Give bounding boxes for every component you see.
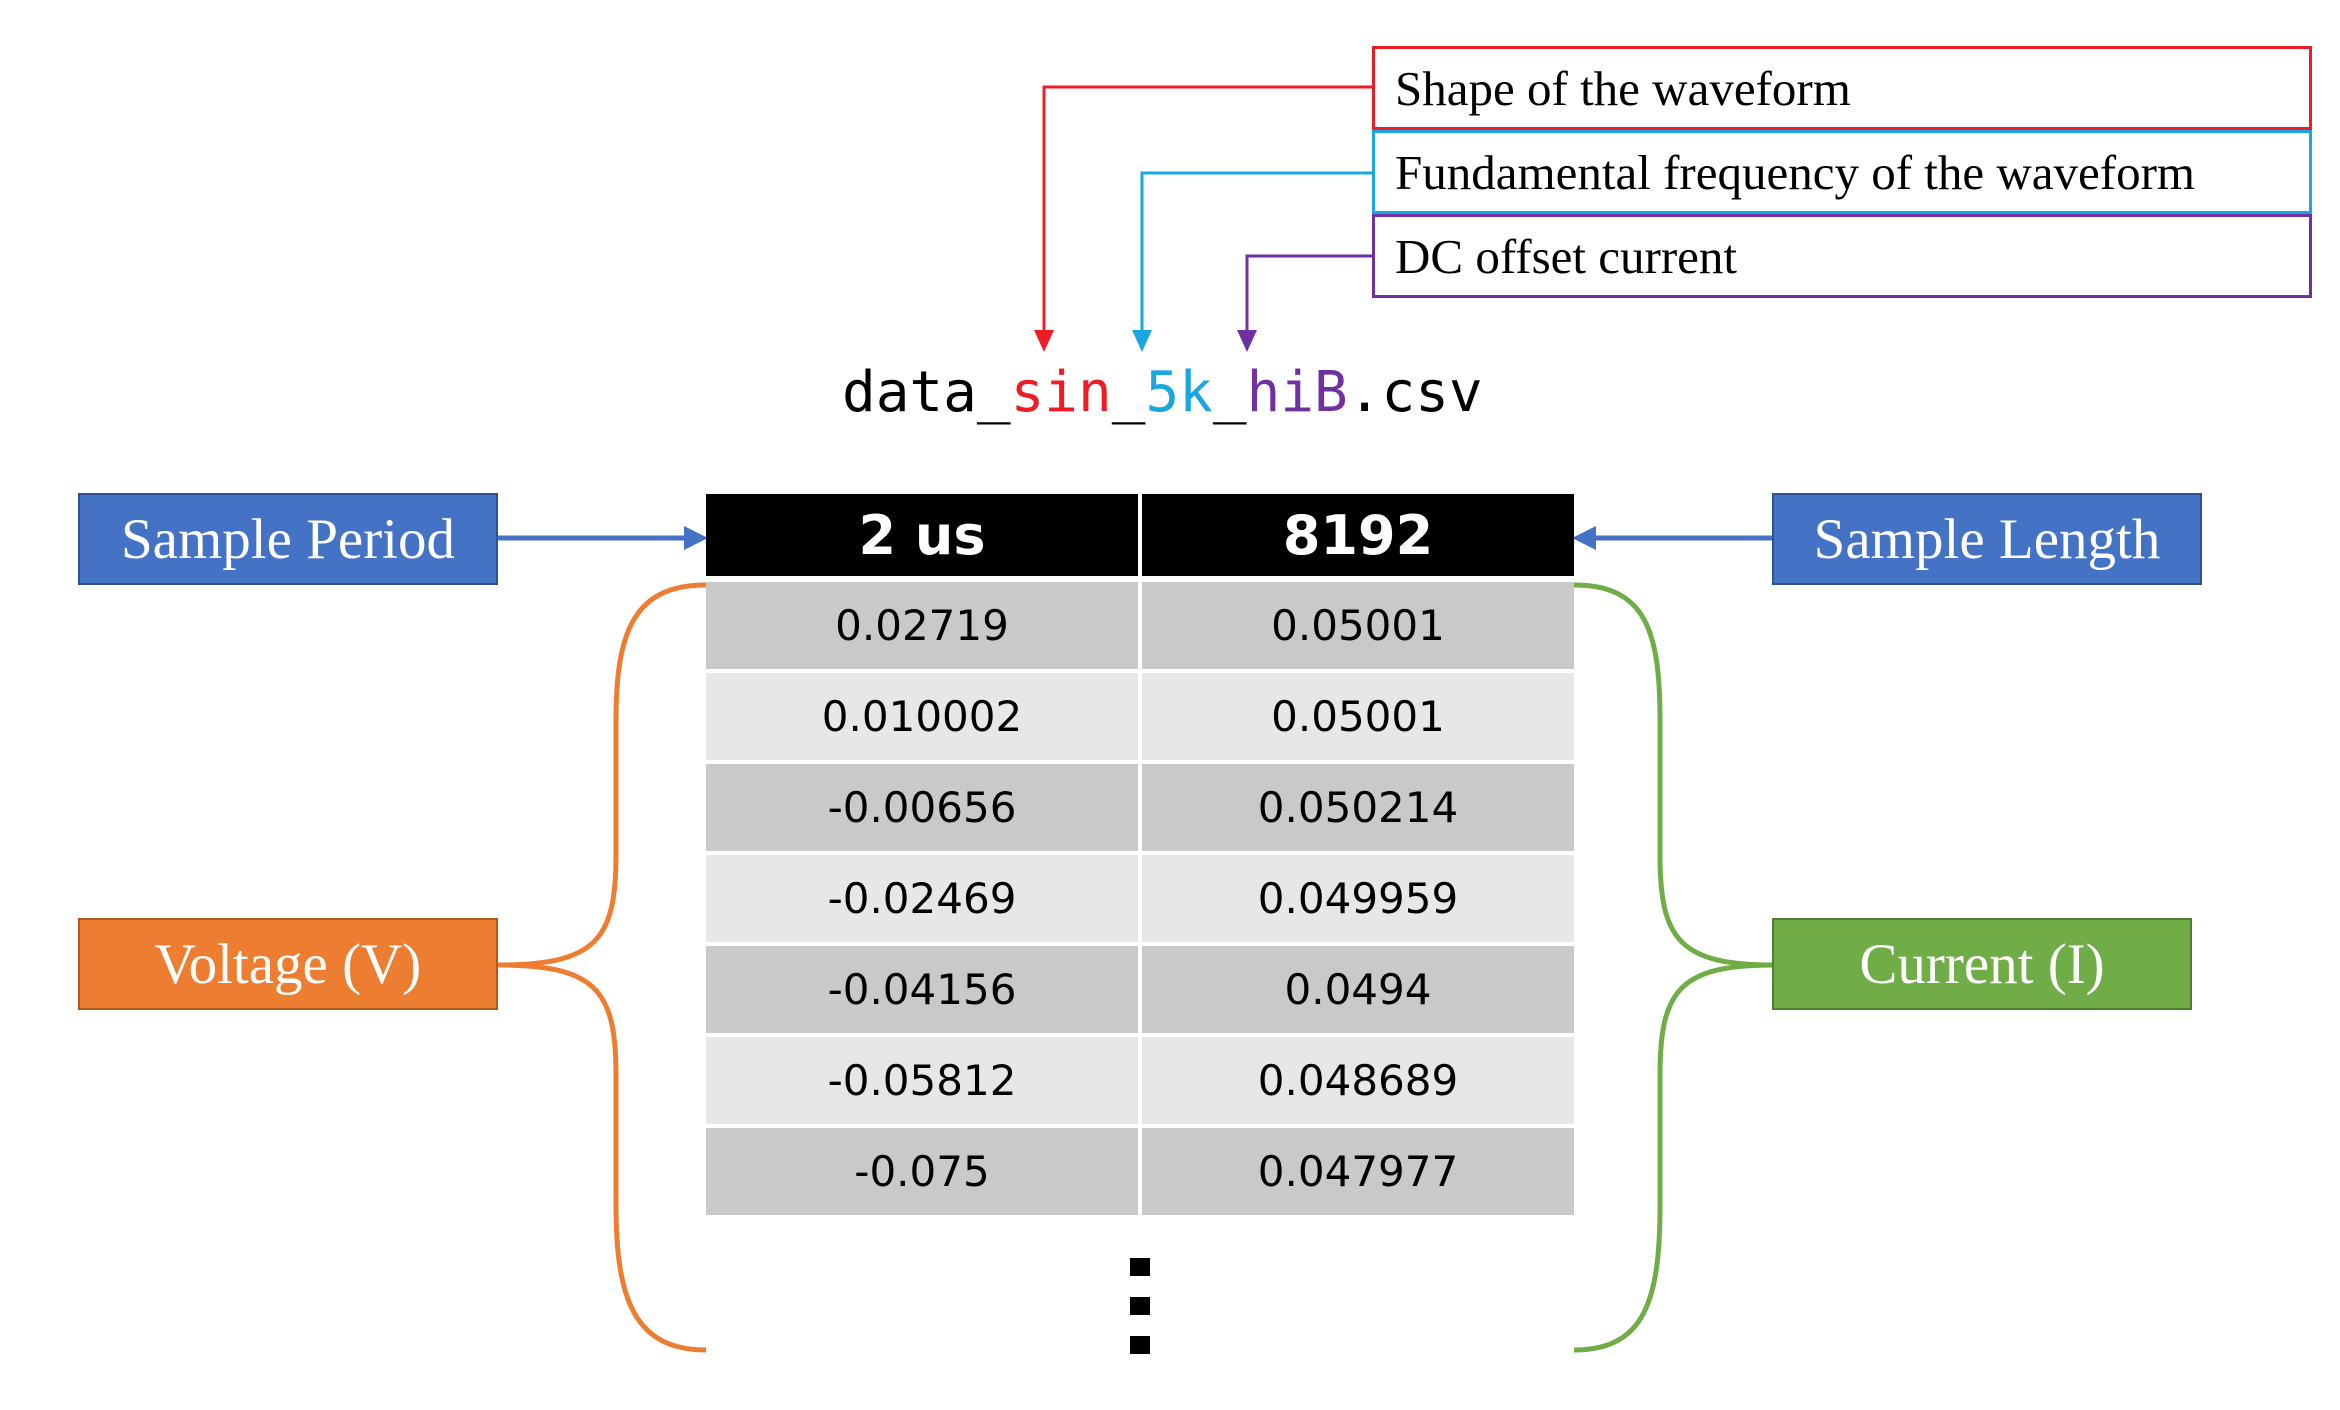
voltage-cell: -0.00656 [706, 762, 1142, 855]
filename-prefix: data [842, 360, 977, 425]
current-cell: 0.047977 [1140, 1126, 1574, 1219]
table-row: 0.02719 0.05001 [706, 579, 1574, 673]
sample-length-arrowhead [1572, 526, 1596, 550]
header-sample-period: 2 us [706, 494, 1142, 582]
sample-period-label: Sample Period [78, 493, 498, 585]
legend-frequency-box: Fundamental frequency of the waveform [1372, 130, 2312, 214]
table-row: 0.010002 0.05001 [706, 671, 1574, 764]
filename-separator: _ [1212, 360, 1247, 425]
sample-length-text: Sample Length [1813, 507, 2161, 571]
voltage-cell: -0.04156 [706, 944, 1142, 1037]
table-row: -0.00656 0.050214 [706, 762, 1574, 855]
filename: data_sin_5k_hiB.csv [842, 360, 1483, 425]
current-brace [1573, 582, 1775, 1353]
frequency-connector-arrowhead [1132, 330, 1152, 352]
current-cell: 0.048689 [1140, 1035, 1574, 1128]
frequency-connector-line [1140, 171, 1372, 330]
ellipsis-dot [1130, 1297, 1150, 1315]
table-row: -0.04156 0.0494 [706, 944, 1574, 1037]
shape-connector-line [1042, 85, 1372, 330]
current-cell: 0.05001 [1140, 579, 1574, 673]
current-cell: 0.049959 [1140, 853, 1574, 946]
sample-length-label: Sample Length [1772, 493, 2202, 585]
current-cell: 0.050214 [1140, 762, 1574, 855]
table-row: -0.02469 0.049959 [706, 853, 1574, 946]
ellipsis-dot [1130, 1258, 1150, 1276]
filename-extension: .csv [1347, 360, 1483, 425]
filename-frequency: 5k [1145, 360, 1213, 425]
legend-offset-box: DC offset current [1372, 214, 2312, 298]
filename-separator: _ [1111, 360, 1146, 425]
sample-period-arrowhead [684, 526, 708, 550]
voltage-brace [497, 582, 707, 1353]
current-label: Current (I) [1772, 918, 2192, 1010]
shape-connector-arrowhead [1034, 330, 1054, 352]
voltage-cell: -0.02469 [706, 853, 1142, 946]
current-cell: 0.0494 [1140, 944, 1574, 1037]
legend-offset-text: DC offset current [1395, 228, 1737, 284]
voltage-text: Voltage (V) [154, 932, 422, 996]
table-header-row: 2 us 8192 [706, 494, 1574, 582]
filename-separator: _ [976, 360, 1011, 425]
ellipsis-dot [1130, 1336, 1150, 1354]
voltage-cell: 0.02719 [706, 579, 1142, 673]
legend-frequency-text: Fundamental frequency of the waveform [1395, 144, 2196, 200]
header-sample-length: 8192 [1140, 494, 1574, 582]
table-row: -0.05812 0.048689 [706, 1035, 1574, 1128]
legend-shape-text: Shape of the waveform [1395, 60, 1851, 116]
offset-connector-arrowhead [1237, 330, 1257, 352]
sample-period-text: Sample Period [120, 507, 456, 571]
current-text: Current (I) [1859, 932, 2105, 996]
filename-shape: sin [1010, 360, 1112, 425]
filename-offset: hiB [1246, 360, 1348, 425]
voltage-cell: -0.075 [706, 1126, 1142, 1219]
table-row: -0.075 0.047977 [706, 1126, 1574, 1219]
current-cell: 0.05001 [1140, 671, 1574, 764]
voltage-label: Voltage (V) [78, 918, 498, 1010]
voltage-cell: 0.010002 [706, 671, 1142, 764]
csv-data-table: 2 us 8192 0.02719 0.05001 0.010002 0.050… [706, 494, 1574, 1219]
offset-connector-line [1245, 254, 1372, 330]
voltage-cell: -0.05812 [706, 1035, 1142, 1128]
legend-shape-box: Shape of the waveform [1372, 46, 2312, 130]
